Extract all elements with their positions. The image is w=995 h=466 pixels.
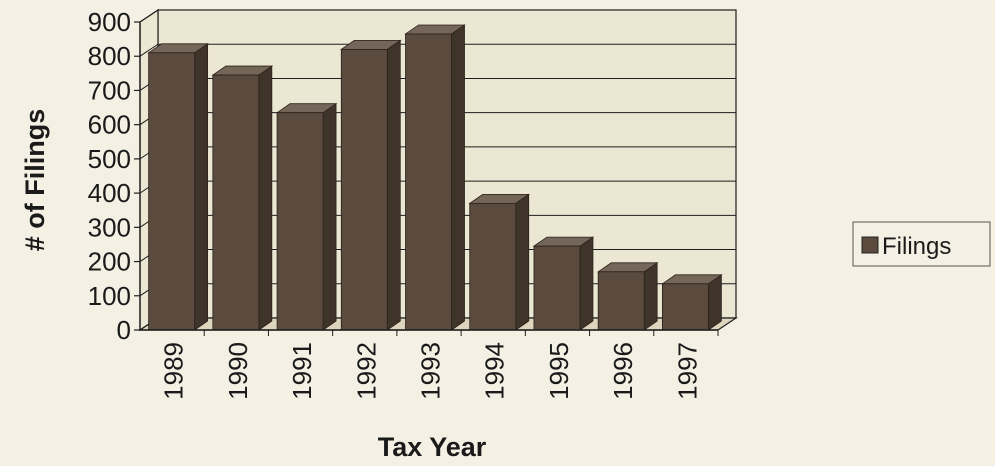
x-tick-label: 1992 [351,342,381,400]
bar-side [386,39,401,331]
y-tick-label: 900 [88,7,131,37]
y-axis-title: # of Filings [20,109,50,252]
bars [147,24,723,331]
x-axis-title: Tax Year [378,432,487,462]
bar-side [579,236,594,331]
x-tick-label: 1996 [608,342,638,400]
bar-side [515,193,530,331]
x-tick-label: 1995 [544,342,574,400]
x-axis-ticks: 1989 1990 1991 1992 1993 1994 1995 1996 1997 [140,329,719,400]
bar-front [661,283,709,331]
bar-front [340,48,388,331]
bar-1990 [211,65,274,331]
bar-1996 [596,262,659,331]
bar-side [194,43,209,331]
y-tick-label: 0 [117,315,131,345]
x-tick-label: 1990 [223,342,253,400]
y-tick-label: 100 [88,281,131,311]
gridline [139,43,736,57]
y-tick-label: 600 [88,110,131,140]
bar-1989 [147,43,209,331]
bar-1997 [661,274,723,331]
bar-1991 [275,102,338,331]
bar-front [469,202,517,331]
bar-side [451,24,465,331]
x-tick-label: 1989 [159,342,189,400]
bar-front [148,52,196,331]
bar-side [258,65,273,331]
legend-swatch-filings [861,236,879,254]
gridline [139,9,736,23]
bar-side [643,262,658,331]
y-tick-label: 400 [88,178,131,208]
y-tick-label: 200 [88,247,131,277]
x-tick-label: 1994 [480,342,510,400]
bar-1992 [339,39,402,331]
bar-1995 [532,236,595,331]
bar-front [533,245,581,331]
bar-front [405,33,452,331]
x-tick-label: 1991 [287,342,317,400]
y-tick-label: 800 [88,41,131,71]
bar-1993 [404,24,466,331]
legend-label-filings: Filings [882,233,951,260]
y-tick-label: 700 [88,75,131,105]
bar-front [276,112,324,331]
bar-side [322,102,337,331]
y-axis-ticks: 0 100 200 300 400 500 600 700 800 900 [88,7,141,345]
legend: Filings [852,221,991,267]
bar-side [707,274,722,331]
x-tick-label: 1993 [416,342,446,400]
bar-front [212,74,260,331]
x-tick-label: 1997 [672,342,702,400]
bar-1994 [468,193,531,331]
bar-front [597,271,645,331]
y-tick-label: 300 [88,212,131,242]
y-tick-label: 500 [88,144,131,174]
